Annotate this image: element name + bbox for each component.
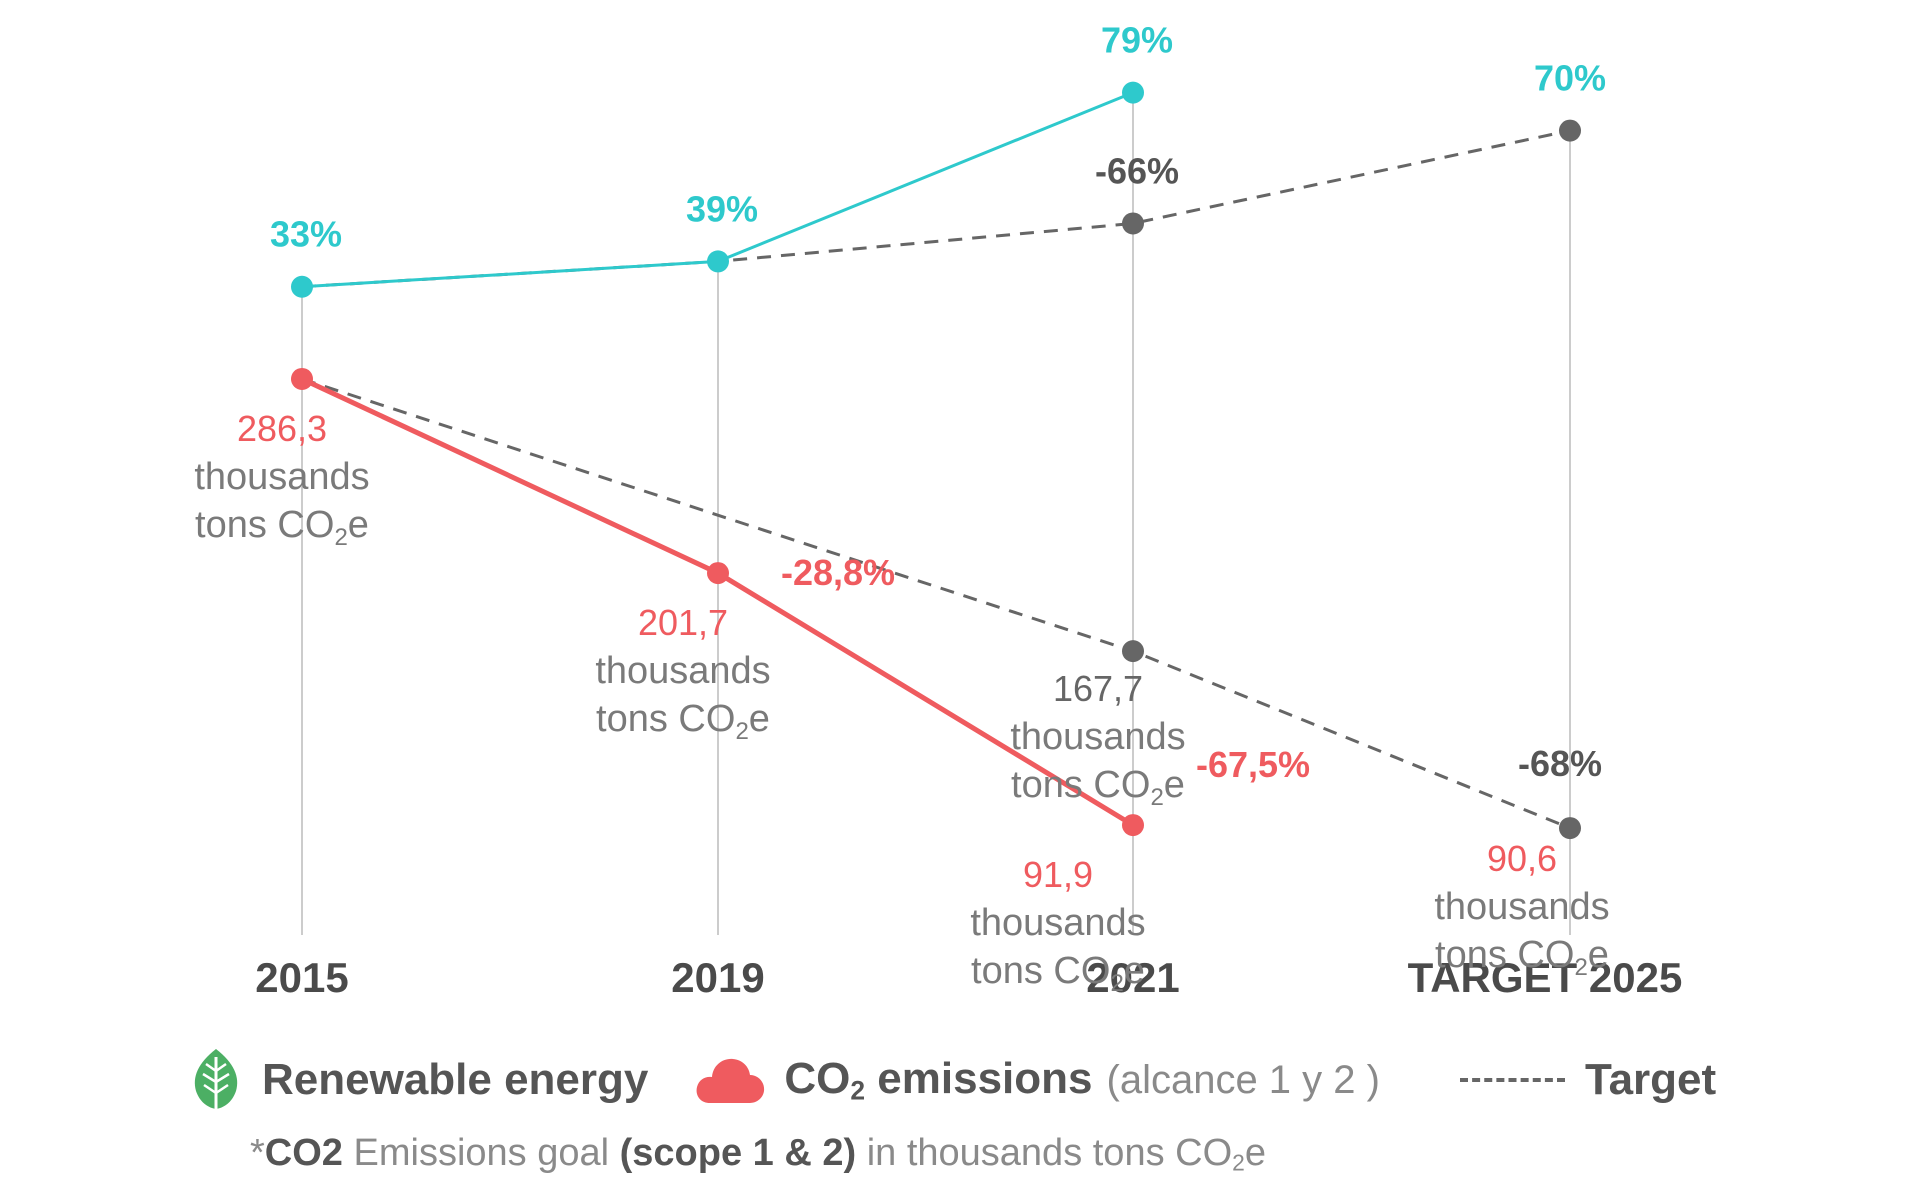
cloud-icon (696, 1058, 765, 1103)
legend-co2-suffix: emissions (865, 1053, 1093, 1103)
footnote-bold2: (scope 1 & 2) (619, 1132, 857, 1174)
co2-unit1-0: thousands (194, 456, 369, 498)
co2-unit2-2: tons CO2e (971, 950, 1145, 997)
legend-co2-note: (alcance 1 y 2 ) (1106, 1057, 1380, 1102)
category-label-1: 2019 (671, 954, 764, 1001)
co2-change-1: -28,8% (781, 552, 895, 593)
co2-point-2 (1122, 814, 1144, 837)
co2-unit2-suffix-2: e (1124, 950, 1145, 992)
legend-target: Target (1459, 1055, 1717, 1105)
co2-target-unit2-3: tons CO2e (1435, 934, 1609, 981)
co2-point-1 (707, 562, 729, 585)
footnote-text2: in thousands tons CO (856, 1132, 1233, 1174)
co2-unit2-prefix-0: tons CO (195, 504, 334, 546)
co2-unit2-suffix-1: e (749, 698, 770, 740)
footnote-text1: Emissions goal (342, 1132, 620, 1174)
category-label-0: 2015 (255, 954, 348, 1001)
category-label-2: 2021 (1086, 954, 1179, 1001)
renewable-target-change-2: -66% (1095, 150, 1179, 191)
renewable-label-1: 39% (686, 188, 758, 229)
co2-target-unit1-3: thousands (1434, 886, 1609, 928)
legend-co2-label: CO2 emissions (784, 1054, 1092, 1107)
co2-unit2-0: tons CO2e (195, 504, 369, 551)
footnote-sub: 2 (1232, 1149, 1245, 1176)
renewable-point-0 (291, 275, 313, 298)
co2-target-unit2-sub-3: 2 (1574, 954, 1587, 981)
co2-target-point-2 (1122, 640, 1144, 663)
legend: Renewable energy CO2 emissions (alcance … (190, 1047, 1717, 1113)
legend-co2-sub: 2 (850, 1075, 866, 1106)
co2-target-point-3 (1559, 817, 1581, 840)
legend-co2-prefix: CO (784, 1053, 851, 1103)
renewable-label-2: 79% (1101, 20, 1173, 61)
co2-unit2-sub-1: 2 (735, 718, 748, 745)
co2-target-value-3: 90,6 (1487, 838, 1557, 879)
renewable-point-2 (1122, 81, 1144, 104)
co2-target-change-3: -68% (1518, 743, 1602, 784)
renewable-target-label-3: 70% (1534, 58, 1606, 99)
renewable-label-0: 33% (270, 214, 342, 255)
co2-target-value-2: 167,7 (1053, 668, 1143, 709)
category-label-3: TARGET 2025 (1408, 954, 1683, 1001)
co2-target-unit2-prefix-3: tons CO (1435, 934, 1574, 976)
co2-unit2-1: tons CO2e (596, 698, 770, 745)
legend-co2: CO2 emissions (alcance 1 y 2 ) (694, 1054, 1380, 1107)
footnote-suffix: e (1244, 1132, 1266, 1174)
co2-target-unit2-suffix-3: e (1588, 934, 1609, 976)
co2-point-0 (291, 367, 313, 390)
co2-target-unit2-prefix-2: tons CO (1011, 764, 1150, 806)
dashed-line-icon (1459, 1078, 1565, 1082)
co2-target-unit2-sub-2: 2 (1150, 784, 1163, 811)
co2-target-unit1-2: thousands (1010, 716, 1185, 758)
co2-value-1: 201,7 (638, 602, 728, 643)
renewable-target-line (301, 129, 1571, 289)
co2-change-2: -67,5% (1196, 744, 1310, 785)
co2-unit2-prefix-1: tons CO (596, 698, 735, 740)
footnote-star: * (250, 1132, 265, 1174)
legend-renewable-label: Renewable energy (262, 1055, 649, 1104)
co2-value-2: 91,9 (1023, 854, 1093, 895)
legend-renewable: Renewable energy (190, 1047, 648, 1113)
footnote-bold1: CO2 (264, 1132, 343, 1174)
co2-target-unit2-suffix-2: e (1164, 764, 1185, 806)
co2-target-unit2-2: tons CO2e (1011, 764, 1185, 811)
co2-unit1-2: thousands (970, 902, 1145, 944)
co2-unit2-prefix-2: tons CO (971, 950, 1110, 992)
leaf-icon (194, 1049, 238, 1111)
footnote: *CO2 Emissions goal (scope 1 & 2) in tho… (250, 1132, 1266, 1177)
renewable-target-point-2 (1122, 212, 1144, 235)
renewable-target-point-3 (1559, 119, 1581, 142)
co2-target-line (301, 377, 1571, 830)
chart: 2015 2019 2021 TARGET 2025 33% 39% 79% -66% 70% 2… (194, 20, 1683, 1001)
co2-unit1-1: thousands (595, 650, 770, 692)
co2-value-0: 286,3 (237, 408, 327, 449)
co2-unit2-sub-0: 2 (334, 524, 347, 551)
co2-unit2-sub-2: 2 (1110, 970, 1123, 997)
legend-target-label: Target (1584, 1055, 1717, 1104)
co2-unit2-suffix-0: e (348, 504, 369, 546)
renewable-point-1 (707, 250, 729, 273)
